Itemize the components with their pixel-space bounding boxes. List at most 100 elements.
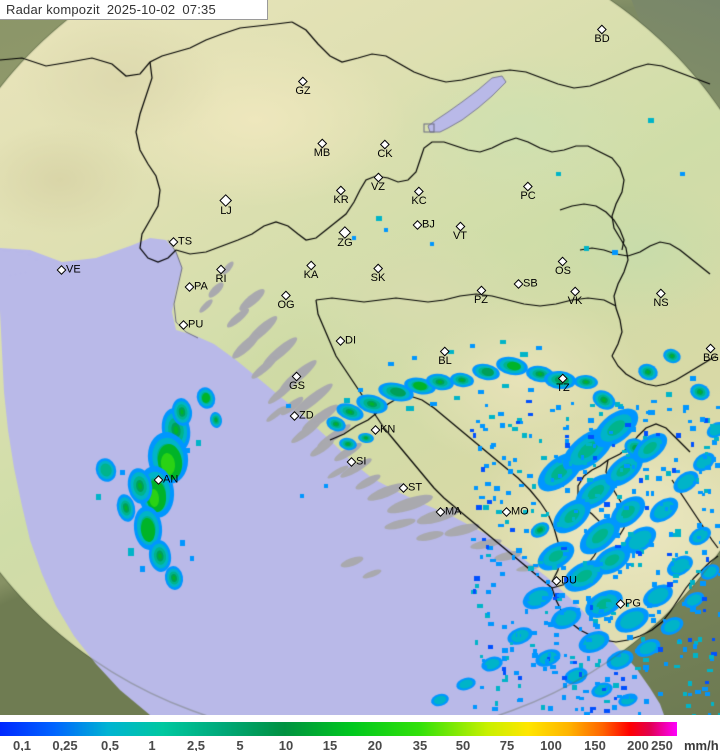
legend-tick: 0,5 xyxy=(101,738,119,751)
city-marker-ve[interactable]: VE xyxy=(58,265,81,276)
station-diamond-icon xyxy=(57,265,67,275)
city-label: VT xyxy=(453,231,467,242)
product-label: Radar kompozit xyxy=(6,2,100,17)
city-label: BG xyxy=(703,353,719,364)
city-label: SK xyxy=(371,273,386,284)
city-label: CK xyxy=(377,149,392,160)
legend: 0,1 0,25 0,5 1 2,5 5 10 15 20 35 50 75 100 150 200 250 m… xyxy=(0,715,720,751)
city-marker-kn[interactable]: KN xyxy=(372,425,395,436)
city-marker-bj[interactable]: BJ xyxy=(414,220,435,231)
legend-color-bar xyxy=(0,722,677,736)
city-marker-bg[interactable]: BG xyxy=(703,345,719,364)
legend-tick: 10 xyxy=(279,738,293,751)
legend-tick: 15 xyxy=(323,738,337,751)
city-marker-ma[interactable]: MA xyxy=(437,507,462,518)
city-label: RI xyxy=(216,274,227,285)
legend-tick: 100 xyxy=(540,738,562,751)
station-diamond-icon xyxy=(514,279,524,289)
city-label: PC xyxy=(520,191,535,202)
station-diamond-icon xyxy=(154,475,164,485)
city-marker-lj[interactable]: LJ xyxy=(220,196,232,217)
city-marker-pu[interactable]: PU xyxy=(180,320,203,331)
city-marker-pc[interactable]: PC xyxy=(520,183,535,202)
city-label: OG xyxy=(277,300,294,311)
city-marker-sk[interactable]: SK xyxy=(371,265,386,284)
station-diamond-icon xyxy=(552,576,562,586)
city-label: MO xyxy=(511,507,529,518)
city-marker-os[interactable]: OS xyxy=(555,258,571,277)
city-label: SI xyxy=(356,457,366,468)
city-label: BD xyxy=(594,34,609,45)
city-marker-og[interactable]: OG xyxy=(277,292,294,311)
title-bar: Radar kompozit 2025-10-02 07:35 xyxy=(0,0,268,20)
time-label: 07:35 xyxy=(182,2,216,17)
city-label: KR xyxy=(333,195,348,206)
legend-tick: 75 xyxy=(500,738,514,751)
city-label: ZG xyxy=(337,238,352,249)
city-marker-bd[interactable]: BD xyxy=(594,26,609,45)
legend-tick: 1 xyxy=(148,738,155,751)
city-marker-di[interactable]: DI xyxy=(337,336,356,347)
legend-tick: 200 xyxy=(627,738,649,751)
city-label: ST xyxy=(408,483,422,494)
radar-composite-view: BD GZ MB CK VZ KR KC LJ PC ZG BJ VT TS OS KA SK RI VE NS PZ… xyxy=(0,0,720,751)
legend-tick: 250 xyxy=(651,738,673,751)
radar-map[interactable]: BD GZ MB CK VZ KR KC LJ PC ZG BJ VT TS OS KA SK RI VE NS PZ… xyxy=(0,0,720,715)
city-label: VZ xyxy=(371,182,385,193)
city-marker-ns[interactable]: NS xyxy=(653,290,668,309)
city-marker-bl[interactable]: BL xyxy=(438,348,451,367)
city-marker-kc[interactable]: KC xyxy=(411,188,426,207)
station-diamond-icon xyxy=(616,599,626,609)
city-label: VK xyxy=(568,296,583,307)
city-marker-mb[interactable]: MB xyxy=(314,140,331,159)
city-marker-zd[interactable]: ZD xyxy=(291,411,314,422)
legend-tick: 0,25 xyxy=(52,738,77,751)
city-marker-ts[interactable]: TS xyxy=(170,237,192,248)
city-label: PU xyxy=(188,320,203,331)
city-marker-zg[interactable]: ZG xyxy=(337,228,352,249)
city-marker-vk[interactable]: VK xyxy=(568,288,583,307)
city-marker-an[interactable]: AN xyxy=(155,475,178,486)
station-diamond-icon xyxy=(502,507,512,517)
city-label: KN xyxy=(380,425,395,436)
city-label: GS xyxy=(289,381,305,392)
city-label: DU xyxy=(561,576,577,587)
station-diamond-icon xyxy=(436,507,446,517)
city-marker-tz[interactable]: TZ xyxy=(556,375,569,394)
city-marker-pz[interactable]: PZ xyxy=(474,287,488,306)
city-marker-gs[interactable]: GS xyxy=(289,373,305,392)
city-label: PA xyxy=(194,282,208,293)
city-label: VE xyxy=(66,265,81,276)
city-marker-mo[interactable]: MO xyxy=(503,507,529,518)
station-diamond-icon xyxy=(371,425,381,435)
city-marker-gz[interactable]: GZ xyxy=(295,78,310,97)
city-label: KC xyxy=(411,196,426,207)
legend-tick: 150 xyxy=(584,738,606,751)
city-marker-du[interactable]: DU xyxy=(553,576,577,587)
city-label: BL xyxy=(438,356,451,367)
city-marker-pa[interactable]: PA xyxy=(186,282,208,293)
legend-tick: 20 xyxy=(368,738,382,751)
city-label: PG xyxy=(625,599,641,610)
city-marker-vz[interactable]: VZ xyxy=(371,174,385,193)
legend-tick: 35 xyxy=(413,738,427,751)
city-marker-si[interactable]: SI xyxy=(348,457,366,468)
city-marker-vt[interactable]: VT xyxy=(453,223,467,242)
city-label: OS xyxy=(555,266,571,277)
city-marker-kr[interactable]: KR xyxy=(333,187,348,206)
station-diamond-icon xyxy=(336,336,346,346)
legend-tick: 50 xyxy=(456,738,470,751)
city-marker-ri[interactable]: RI xyxy=(216,266,227,285)
city-label: PZ xyxy=(474,295,488,306)
city-marker-sb[interactable]: SB xyxy=(515,279,538,290)
city-label: BJ xyxy=(422,220,435,231)
city-label: DI xyxy=(345,336,356,347)
legend-tick: 2,5 xyxy=(187,738,205,751)
city-marker-ck[interactable]: CK xyxy=(377,141,392,160)
city-marker-ka[interactable]: KA xyxy=(304,262,319,281)
city-marker-pg[interactable]: PG xyxy=(617,599,641,610)
date-label: 2025-10-02 xyxy=(107,2,176,17)
station-diamond-icon xyxy=(399,483,409,493)
city-marker-st[interactable]: ST xyxy=(400,483,422,494)
city-label: MB xyxy=(314,148,331,159)
